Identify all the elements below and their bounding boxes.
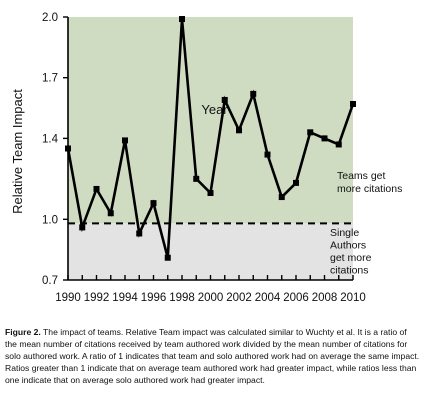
figure-caption: Figure 2. The impact of teams. Relative … [5,326,421,386]
x-tick-label: 2000 [198,292,224,304]
x-tick-label: 2010 [340,292,366,304]
x-tick-label: 2008 [312,292,338,304]
data-point [221,96,228,103]
caption-text: The impact of teams. Relative Team impac… [5,327,420,386]
single-authors-annotation: Authors [330,240,366,252]
data-point [278,194,285,201]
y-tick-label: 0.7 [42,275,58,287]
data-point [250,90,257,97]
data-point [207,190,214,197]
data-point [122,137,128,144]
x-tick-label: 1998 [169,292,195,304]
data-point [93,185,100,192]
y-tick-label: 1.0 [42,214,58,226]
data-point [236,127,242,134]
series-layer [65,16,356,261]
data-point [150,200,157,207]
single-authors-region [68,223,353,280]
data-point [193,175,200,182]
x-tick-label: 1990 [55,292,81,304]
y-tick-label: 2.0 [42,12,58,24]
x-tick-label: 2002 [226,292,252,304]
x-tick-label: 1994 [112,292,138,304]
x-tick-label: 2006 [283,292,309,304]
y-tick-label: 1.7 [42,73,58,85]
data-point [107,210,114,217]
caption-label: Figure 2. [5,327,41,337]
y-tick-label: 1.4 [42,133,59,145]
data-point [335,141,342,148]
single-authors-annotation: citations [330,265,369,277]
teams-annotation: more citations [337,183,402,195]
data-point [321,135,328,142]
data-point [307,129,314,136]
data-point [293,179,299,186]
single-authors-annotation: get more [330,252,372,264]
data-point [79,224,86,231]
x-tick-label: 1996 [141,292,167,304]
data-point [264,151,271,158]
data-point [136,230,143,237]
data-point [164,254,171,261]
single-authors-annotation: Single [330,227,359,239]
x-tick-label: 1992 [84,292,110,304]
x-tick-label: 2004 [255,292,281,304]
data-point [65,145,71,152]
data-point [179,16,185,23]
y-axis-title: Relative Team Impact [10,89,25,214]
data-point [350,100,356,107]
teams-annotation: Teams get [337,170,386,182]
